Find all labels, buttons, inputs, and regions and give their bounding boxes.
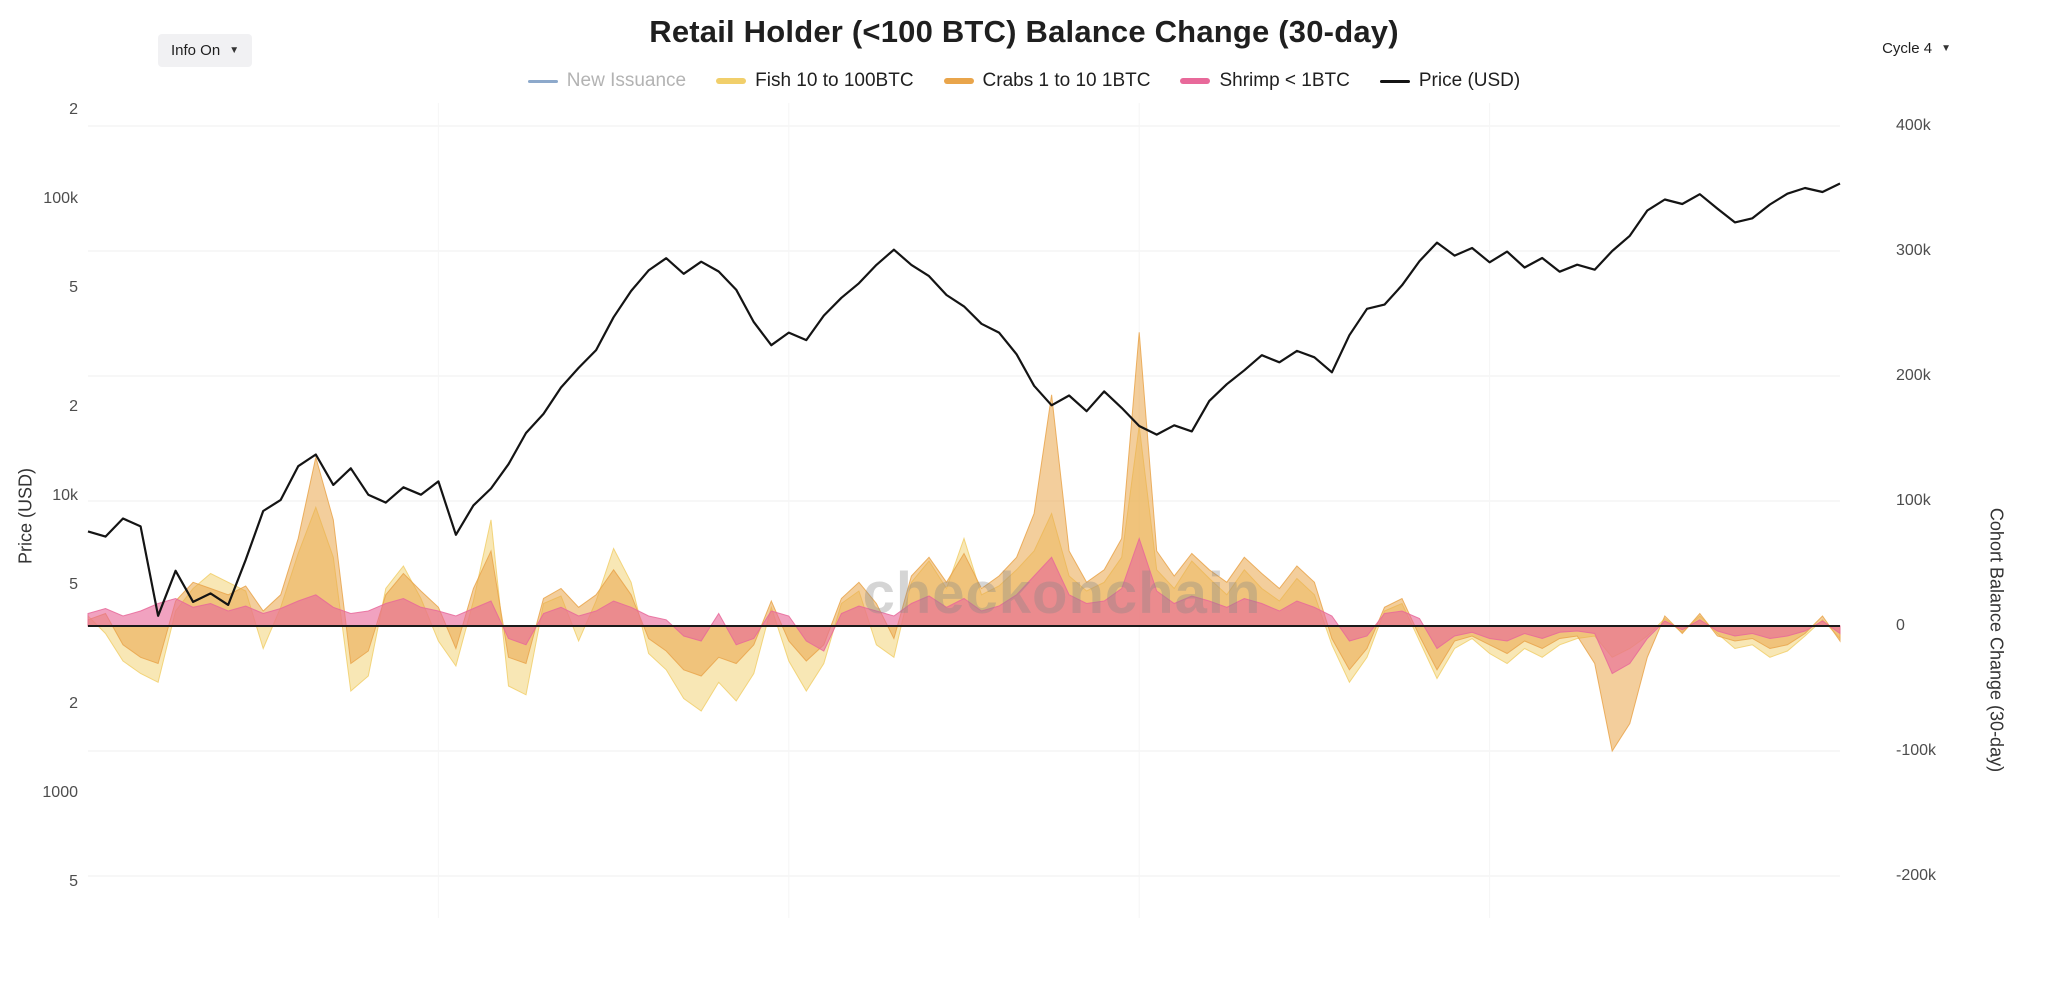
right-axis-tick: -100k [1896,742,1937,759]
legend-item-fish-10-to-100btc[interactable]: Fish 10 to 100BTC [716,70,914,92]
legend-label: New Issuance [566,70,687,91]
info-toggle-dropdown[interactable]: Info On ▼ [158,34,253,67]
left-axis-tick: 5 [69,279,78,297]
cycle-dropdown[interactable]: Cycle 4 ▼ [1869,32,1964,65]
legend-item-price-usd[interactable]: Price (USD) [1379,70,1521,92]
legend-swatch [943,78,974,84]
legend-label: Fish 10 to 100BTC [755,70,914,91]
legend-swatch [527,79,558,83]
legend-item-crabs-1-to-10-1btc[interactable]: Crabs 1 to 10 1BTC [943,70,1151,92]
right-axis-tick: -200k [1896,867,1937,884]
chevron-down-icon: ▼ [229,45,240,56]
price-line [87,182,1841,617]
legend-label: Shrimp < 1BTC [1219,70,1350,91]
legend-label: Price (USD) [1418,70,1521,91]
left-axis-tick: 2 [69,100,78,118]
info-toggle-label: Info On [171,42,221,59]
cycle-label: Cycle 4 [1882,40,1933,57]
chevron-down-icon: ▼ [1941,43,1951,54]
left-axis-tick: 5 [69,873,78,891]
left-axis-tick: 10k [52,487,78,504]
right-axis-tick: 300k [1896,242,1931,259]
right-axis-ticks: 400k 300k 200k 100k 0 -100k -200k [1896,0,2026,989]
chart-title: Retail Holder (<100 BTC) Balance Change … [649,14,1399,49]
left-axis-ticks: 2 100k 5 2 10k 5 2 1000 5 [0,0,80,989]
left-axis-tick: 1000 [42,784,78,801]
right-axis-tick: 400k [1896,117,1931,134]
legend-item-shrimp-1btc[interactable]: Shrimp < 1BTC [1180,70,1350,92]
right-axis-tick: 0 [1896,617,1905,634]
left-axis-tick: 100k [43,190,78,207]
legend-label: Crabs 1 to 10 1BTC [982,70,1151,91]
left-axis-tick: 2 [69,397,78,415]
legend-swatch [716,78,747,84]
crabs-1-to-10-1btc-area [87,332,1841,753]
legend-item-new-issuance[interactable]: New Issuance [527,70,687,92]
right-axis-tick: 100k [1896,492,1931,509]
left-axis-tick: 5 [69,576,78,594]
legend-swatch [1379,79,1410,83]
legend: New Issuance Fish 10 to 100BTC Crabs 1 to … [0,70,2048,92]
right-axis-tick: 200k [1896,367,1931,384]
legend-swatch [1180,78,1211,84]
left-axis-tick: 2 [69,694,78,712]
shrimp-1btc-area [87,536,1841,675]
